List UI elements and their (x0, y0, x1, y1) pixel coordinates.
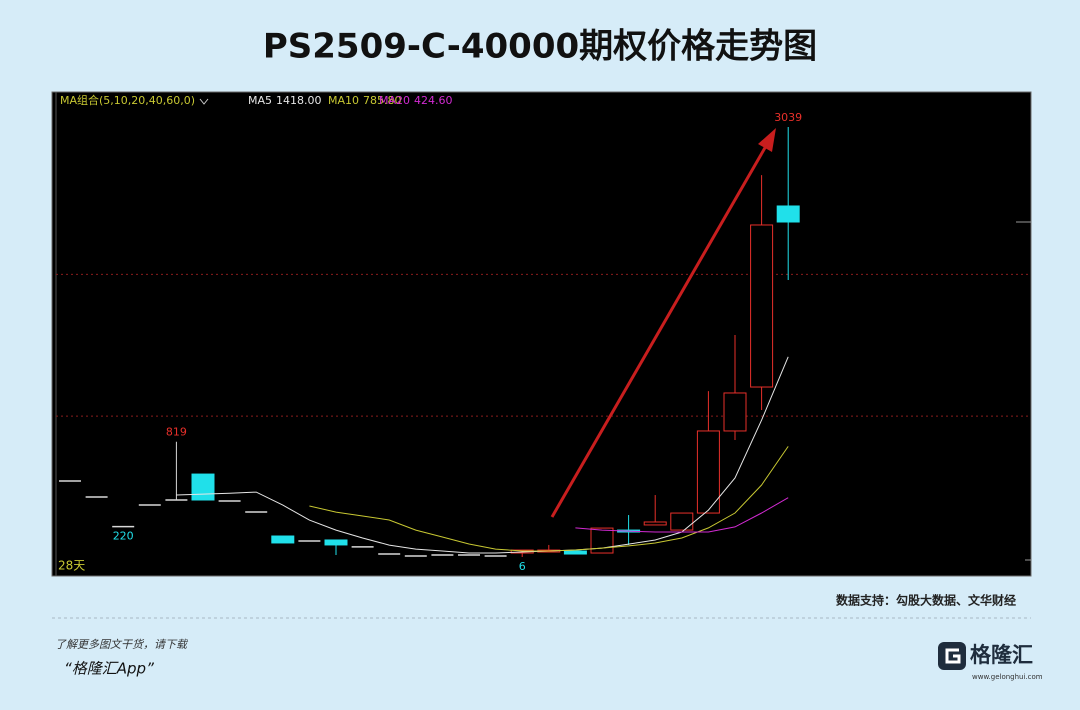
trend-arrow (550, 145, 768, 518)
ma-line (309, 446, 789, 552)
promo-text: 了解更多图文干货，请下载 (55, 638, 189, 651)
legend-name: MA20 (379, 94, 410, 107)
extreme-label: 220 (113, 530, 134, 543)
dropdown-icon[interactable] (199, 98, 209, 105)
indicator-label: MA组合(5,10,20,40,60,0) (60, 93, 195, 107)
legend-value: 785.80 (363, 94, 402, 107)
source-note: 数据支持：勾股大数据、文华财经 (836, 593, 1016, 608)
candle-body (670, 512, 694, 531)
candle-body (643, 521, 667, 526)
candle-body (324, 539, 348, 546)
logo-icon (938, 642, 966, 670)
candle-body (750, 224, 774, 388)
logo-g (945, 648, 961, 664)
candle-body (590, 527, 614, 554)
candle-body (191, 473, 215, 501)
candle-body (563, 550, 587, 555)
legend-name: MA10 (328, 94, 359, 107)
brand: 格隆汇 (970, 643, 1033, 667)
chart-title: PS2509-C-40000期权价格走势图 (263, 27, 817, 67)
candle-body (696, 430, 720, 514)
legend-value: 1418.00 (276, 94, 322, 107)
arrow-head (758, 128, 776, 152)
candle-body (271, 535, 295, 544)
candle-body (776, 205, 800, 223)
legend-value: 424.60 (414, 94, 453, 107)
site: www.gelonghui.com (972, 673, 1043, 681)
plot-panel (51, 91, 1032, 577)
extreme-label: 3039 (774, 111, 802, 124)
ma-line (575, 497, 789, 533)
extreme-label: 6 (519, 560, 526, 573)
candle-body (723, 392, 747, 432)
ma-line (176, 356, 789, 554)
legend-name: MA5 (248, 94, 272, 107)
app-name: “格隆汇App” (64, 660, 154, 678)
period-label: 28天 (58, 559, 85, 573)
extreme-label: 819 (166, 426, 187, 439)
